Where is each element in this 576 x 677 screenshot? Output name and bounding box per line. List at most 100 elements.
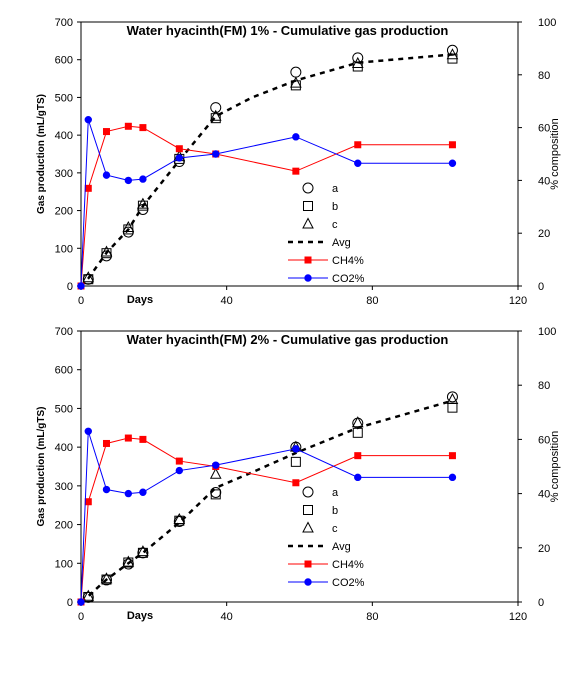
data-point: [124, 434, 132, 442]
data-point: [100, 572, 113, 584]
y2-tick-label: 40: [538, 489, 550, 501]
series-line: [80, 119, 453, 287]
data-point: [354, 159, 362, 167]
data-point: [137, 197, 149, 209]
legend-marker: [304, 274, 312, 282]
data-point: [137, 200, 148, 211]
legend-marker: [302, 486, 314, 498]
data-point: [124, 176, 133, 185]
plot-frame: [80, 21, 519, 287]
y-tick-label: 0: [67, 281, 73, 293]
y-tick-label: 100: [55, 558, 73, 570]
avg-line: [80, 399, 453, 603]
data-point: [354, 141, 362, 149]
series-line: [80, 437, 453, 603]
data-point: [292, 479, 300, 487]
data-point: [290, 66, 302, 78]
y2-tick-label: 0: [538, 281, 544, 293]
x-tick-label: 0: [78, 295, 84, 307]
data-point: [210, 489, 221, 500]
data-point: [174, 515, 185, 526]
y2-tick-label: 20: [538, 228, 550, 240]
avg-line: [80, 53, 453, 287]
data-point: [84, 184, 92, 192]
chart-panel-1: 0 100 200 300 400 500 600 700 0 20 40 60 80 100 0 40 80 1…: [36, 17, 561, 307]
series-b: [83, 53, 458, 285]
y2-tick-label: 60: [538, 434, 550, 446]
y-tick-label: 500: [55, 92, 73, 104]
data-point: [209, 109, 222, 121]
y-tick-label: 0: [67, 597, 73, 609]
legend-marker: [304, 560, 312, 568]
data-point: [446, 392, 459, 405]
data-point: [290, 456, 301, 467]
data-point: [123, 224, 134, 235]
data-point: [448, 473, 457, 482]
series-ch4: [77, 122, 456, 290]
series-avg: [80, 399, 453, 603]
data-point: [122, 220, 135, 233]
legend-marker: [303, 505, 313, 515]
data-point: [139, 124, 147, 132]
y2-tick-label: 80: [538, 70, 550, 82]
y-tick-label: 600: [55, 55, 73, 67]
data-point: [102, 171, 111, 179]
data-point: [210, 102, 222, 114]
data-point: [84, 498, 92, 506]
chart-title: Water hyacinth(FM) 1% - Cumulative gas p…: [127, 23, 449, 38]
legend-label: a: [332, 183, 339, 195]
data-point: [77, 282, 85, 290]
data-point: [292, 445, 300, 453]
data-point: [209, 467, 222, 479]
data-point: [83, 591, 94, 602]
y2-tick-label: 60: [538, 123, 550, 135]
data-point: [123, 557, 134, 568]
x-axis-label: Days: [127, 610, 153, 622]
data-point: [351, 416, 364, 428]
y2-axis-label: % composition: [549, 118, 561, 190]
series-line: [80, 431, 453, 603]
series-avg: [80, 53, 453, 287]
data-point: [210, 113, 221, 124]
y-tick-label: 700: [55, 326, 73, 338]
y-tick-label: 400: [55, 130, 73, 142]
data-point: [448, 141, 456, 149]
data-point: [102, 439, 110, 447]
x-axis-label: Days: [127, 294, 153, 306]
data-point: [175, 154, 184, 162]
data-point: [175, 145, 183, 153]
y2-tick-label: 0: [538, 597, 544, 609]
data-point: [292, 133, 300, 141]
data-point: [212, 461, 220, 469]
plot-frame: [80, 330, 519, 603]
series-a: [82, 391, 458, 603]
legend-marker: [302, 182, 314, 194]
y-tick-label: 200: [55, 520, 73, 532]
legend-label: c: [332, 219, 338, 231]
legend-marker: [302, 217, 314, 229]
data-point: [102, 485, 111, 494]
data-point: [448, 159, 457, 167]
legend: abc Avg CH4% CO2%: [288, 182, 365, 285]
data-point: [354, 452, 362, 460]
data-point: [352, 52, 364, 64]
y2-tick-label: 100: [538, 17, 556, 29]
data-point: [175, 457, 183, 465]
y2-tick-label: 100: [538, 326, 556, 338]
x-tick-label: 0: [78, 611, 84, 623]
data-point: [83, 274, 94, 285]
legend-marker: [302, 521, 314, 533]
y-tick-label: 300: [55, 481, 73, 493]
data-point: [139, 435, 147, 443]
data-point: [84, 427, 92, 435]
data-point: [102, 128, 110, 136]
data-point: [175, 466, 184, 475]
data-point: [124, 489, 133, 498]
y-axis-label: Gas production (mL/gTS): [36, 407, 47, 527]
data-point: [139, 175, 147, 183]
legend-label: b: [332, 201, 338, 213]
y-tick-label: 100: [55, 243, 73, 255]
series-a: [82, 44, 458, 285]
legend-label: a: [332, 487, 339, 499]
